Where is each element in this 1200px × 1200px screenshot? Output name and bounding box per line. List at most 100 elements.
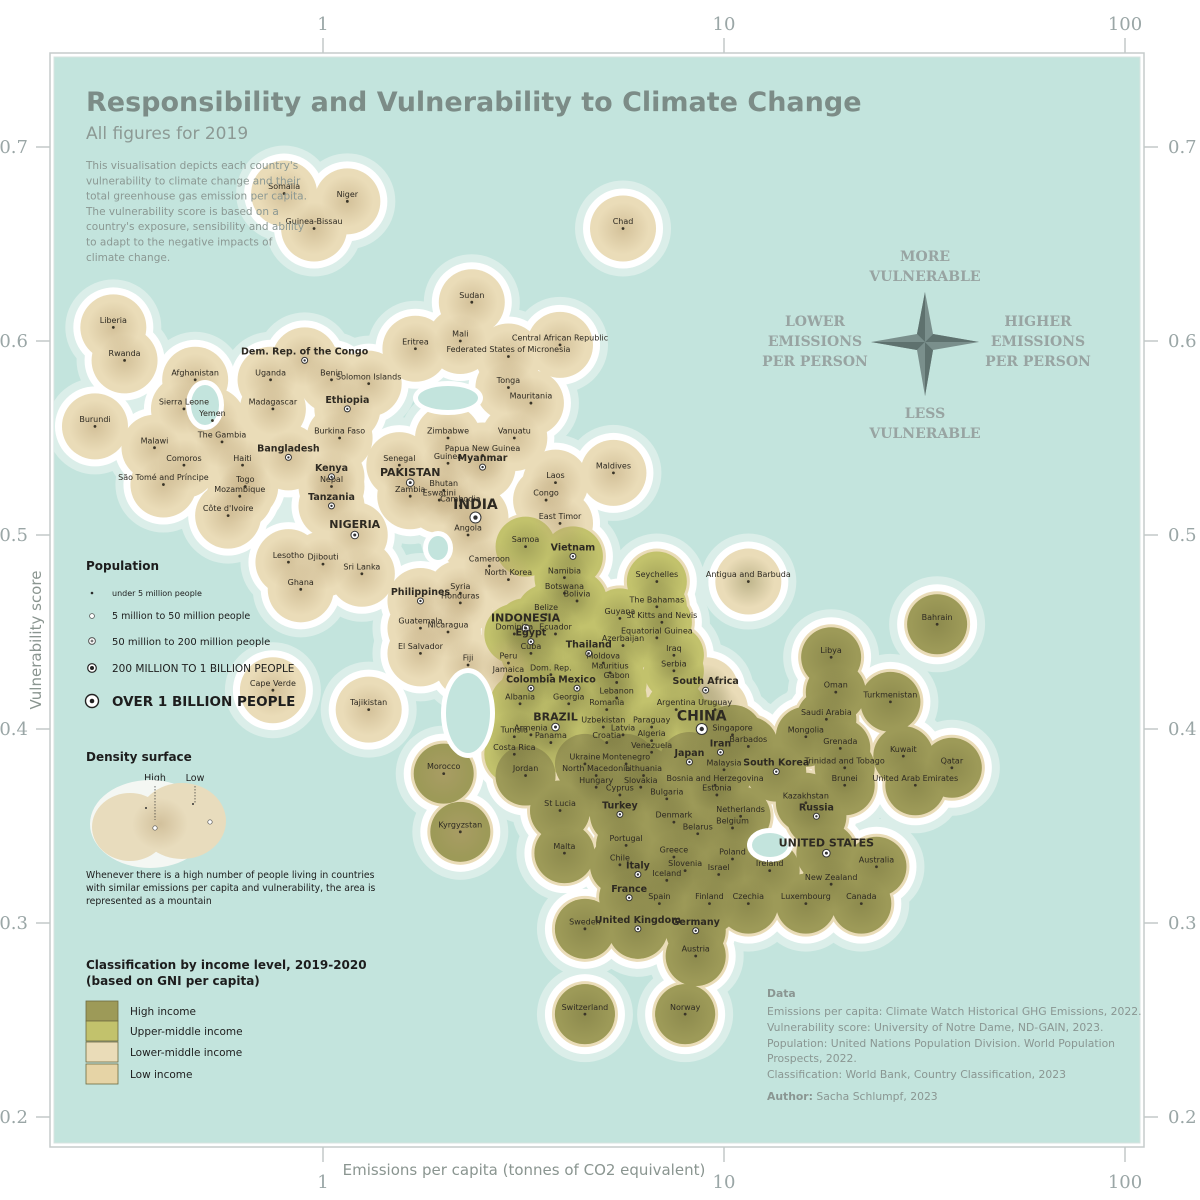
- country-label: Nepal: [320, 475, 343, 484]
- country-point: Germany: [672, 917, 721, 935]
- country-point: Latvia: [611, 723, 635, 737]
- country-label: Kazakhstan: [783, 791, 829, 800]
- country-point: Jamaica: [492, 665, 524, 679]
- country-marker: [558, 809, 562, 812]
- compass-more-vulnerable: VULNERABLE: [868, 269, 980, 285]
- country-point: Dem. Rep. of the Congo: [241, 346, 369, 364]
- country-marker: [458, 601, 462, 605]
- country-marker: [804, 902, 808, 905]
- country-marker: [608, 671, 612, 675]
- country-point: Slovenia: [668, 859, 702, 873]
- country-marker: [529, 651, 533, 655]
- population-legend-item: 50 million to 200 million people: [112, 637, 270, 648]
- country-point: Rwanda: [109, 349, 141, 362]
- country-marker: [419, 626, 422, 630]
- country-point: Bangladesh: [257, 443, 320, 461]
- country-label: Netherlands: [716, 805, 765, 814]
- description-line: climate change.: [86, 252, 170, 264]
- country-label: Eswatini: [423, 489, 456, 498]
- country-label: Ecuador: [539, 623, 572, 632]
- country-marker: [567, 702, 571, 706]
- country-point: Bosnia and Herzegovina: [666, 774, 764, 787]
- country-label: Austria: [682, 945, 710, 954]
- country-point: Liberia: [100, 316, 127, 329]
- country-label: Benin: [320, 368, 343, 377]
- country-marker: [731, 857, 734, 861]
- country-label: Malta: [553, 842, 575, 851]
- country-label: Egypt: [516, 628, 547, 639]
- country-marker: [182, 463, 186, 467]
- country-marker-core: [473, 515, 478, 520]
- country-marker: [312, 227, 316, 230]
- country-marker: [442, 772, 446, 776]
- country-marker: [241, 463, 244, 467]
- country-point: Vietnam: [551, 542, 595, 560]
- country-label: Georgia: [553, 692, 584, 701]
- country-point: Singapore: [712, 723, 753, 737]
- country-marker: [605, 708, 609, 711]
- country-point: Egypt: [516, 628, 547, 646]
- country-point: Mali: [452, 330, 468, 343]
- country-label: Romania: [589, 698, 624, 707]
- country-marker: [524, 774, 527, 777]
- country-point: Poland: [719, 848, 746, 861]
- country-point: Mauritania: [510, 392, 552, 405]
- country-marker: [594, 785, 598, 789]
- country-point: São Tomé and Príncipe: [118, 472, 209, 486]
- country-label: Bhutan: [429, 479, 458, 488]
- country-point: Venezuela: [631, 741, 672, 754]
- chart-title: Responsibility and Vulnerability to Clim…: [86, 87, 862, 118]
- y-tick-label-right: 0.4: [1168, 719, 1197, 740]
- country-point: Turkmenistan: [862, 690, 917, 704]
- country-label: Dem. Rep. of the Congo: [241, 346, 369, 357]
- country-point: Slovakia: [624, 776, 658, 789]
- population-legend: Population under 5 million people 5 mill…: [84, 559, 295, 710]
- country-label: Czechia: [733, 892, 764, 901]
- country-label: Yemen: [198, 409, 226, 418]
- country-marker-core: [553, 725, 558, 729]
- country-marker: [220, 440, 224, 444]
- country-point: Burundi: [79, 415, 111, 428]
- country-label: Bosnia and Herzegovina: [666, 774, 763, 783]
- country-label: INDONESIA: [491, 611, 561, 624]
- country-marker: [549, 741, 553, 744]
- country-point: Sweden: [569, 917, 601, 931]
- country-marker: [282, 192, 286, 195]
- country-point: Hungary: [579, 776, 614, 789]
- x-tick-label-bottom: 10: [713, 1172, 736, 1193]
- country-point: INDIA: [453, 497, 498, 524]
- source-line: Vulnerability score: University of Notre…: [767, 1021, 1103, 1034]
- country-label: Honduras: [441, 592, 480, 601]
- density-note: represented as a mountain: [86, 896, 212, 907]
- description-line: vulnerability to climate change and thei…: [86, 175, 301, 187]
- country-label: Algeria: [638, 729, 666, 738]
- country-point: Tonga: [496, 376, 520, 389]
- country-label: Cuba: [521, 642, 542, 651]
- country-point: Guatemala: [398, 617, 443, 630]
- country-label: St Lucia: [544, 799, 576, 808]
- country-marker: [466, 663, 470, 667]
- country-marker: [507, 386, 510, 389]
- country-point: Somalia: [268, 182, 300, 195]
- country-point: Libya: [820, 646, 842, 659]
- country-label: Lebanon: [600, 687, 634, 696]
- country-point: Thailand: [566, 639, 612, 657]
- country-marker: [901, 754, 905, 758]
- country-point: Samoa: [512, 535, 539, 549]
- country-marker-core: [627, 896, 631, 899]
- country-point: Chad: [613, 217, 633, 230]
- country-marker: [442, 488, 446, 492]
- country-label: Ghana: [288, 578, 314, 587]
- country-label: Iraq: [666, 644, 682, 653]
- country-marker: [843, 783, 847, 787]
- country-label: Cape Verde: [250, 679, 296, 688]
- author-name: Sacha Schlumpf, 2023: [816, 1090, 937, 1103]
- country-point: Mexico: [558, 674, 596, 692]
- compass-less-vulnerable: VULNERABLE: [868, 426, 980, 442]
- country-marker-core: [330, 504, 333, 508]
- country-point: Honduras: [441, 592, 480, 605]
- country-label: Moldova: [586, 652, 620, 661]
- country-point: Lithuania: [625, 764, 662, 777]
- population-legend-title: Population: [86, 559, 159, 573]
- country-point: Ethiopia: [325, 395, 369, 413]
